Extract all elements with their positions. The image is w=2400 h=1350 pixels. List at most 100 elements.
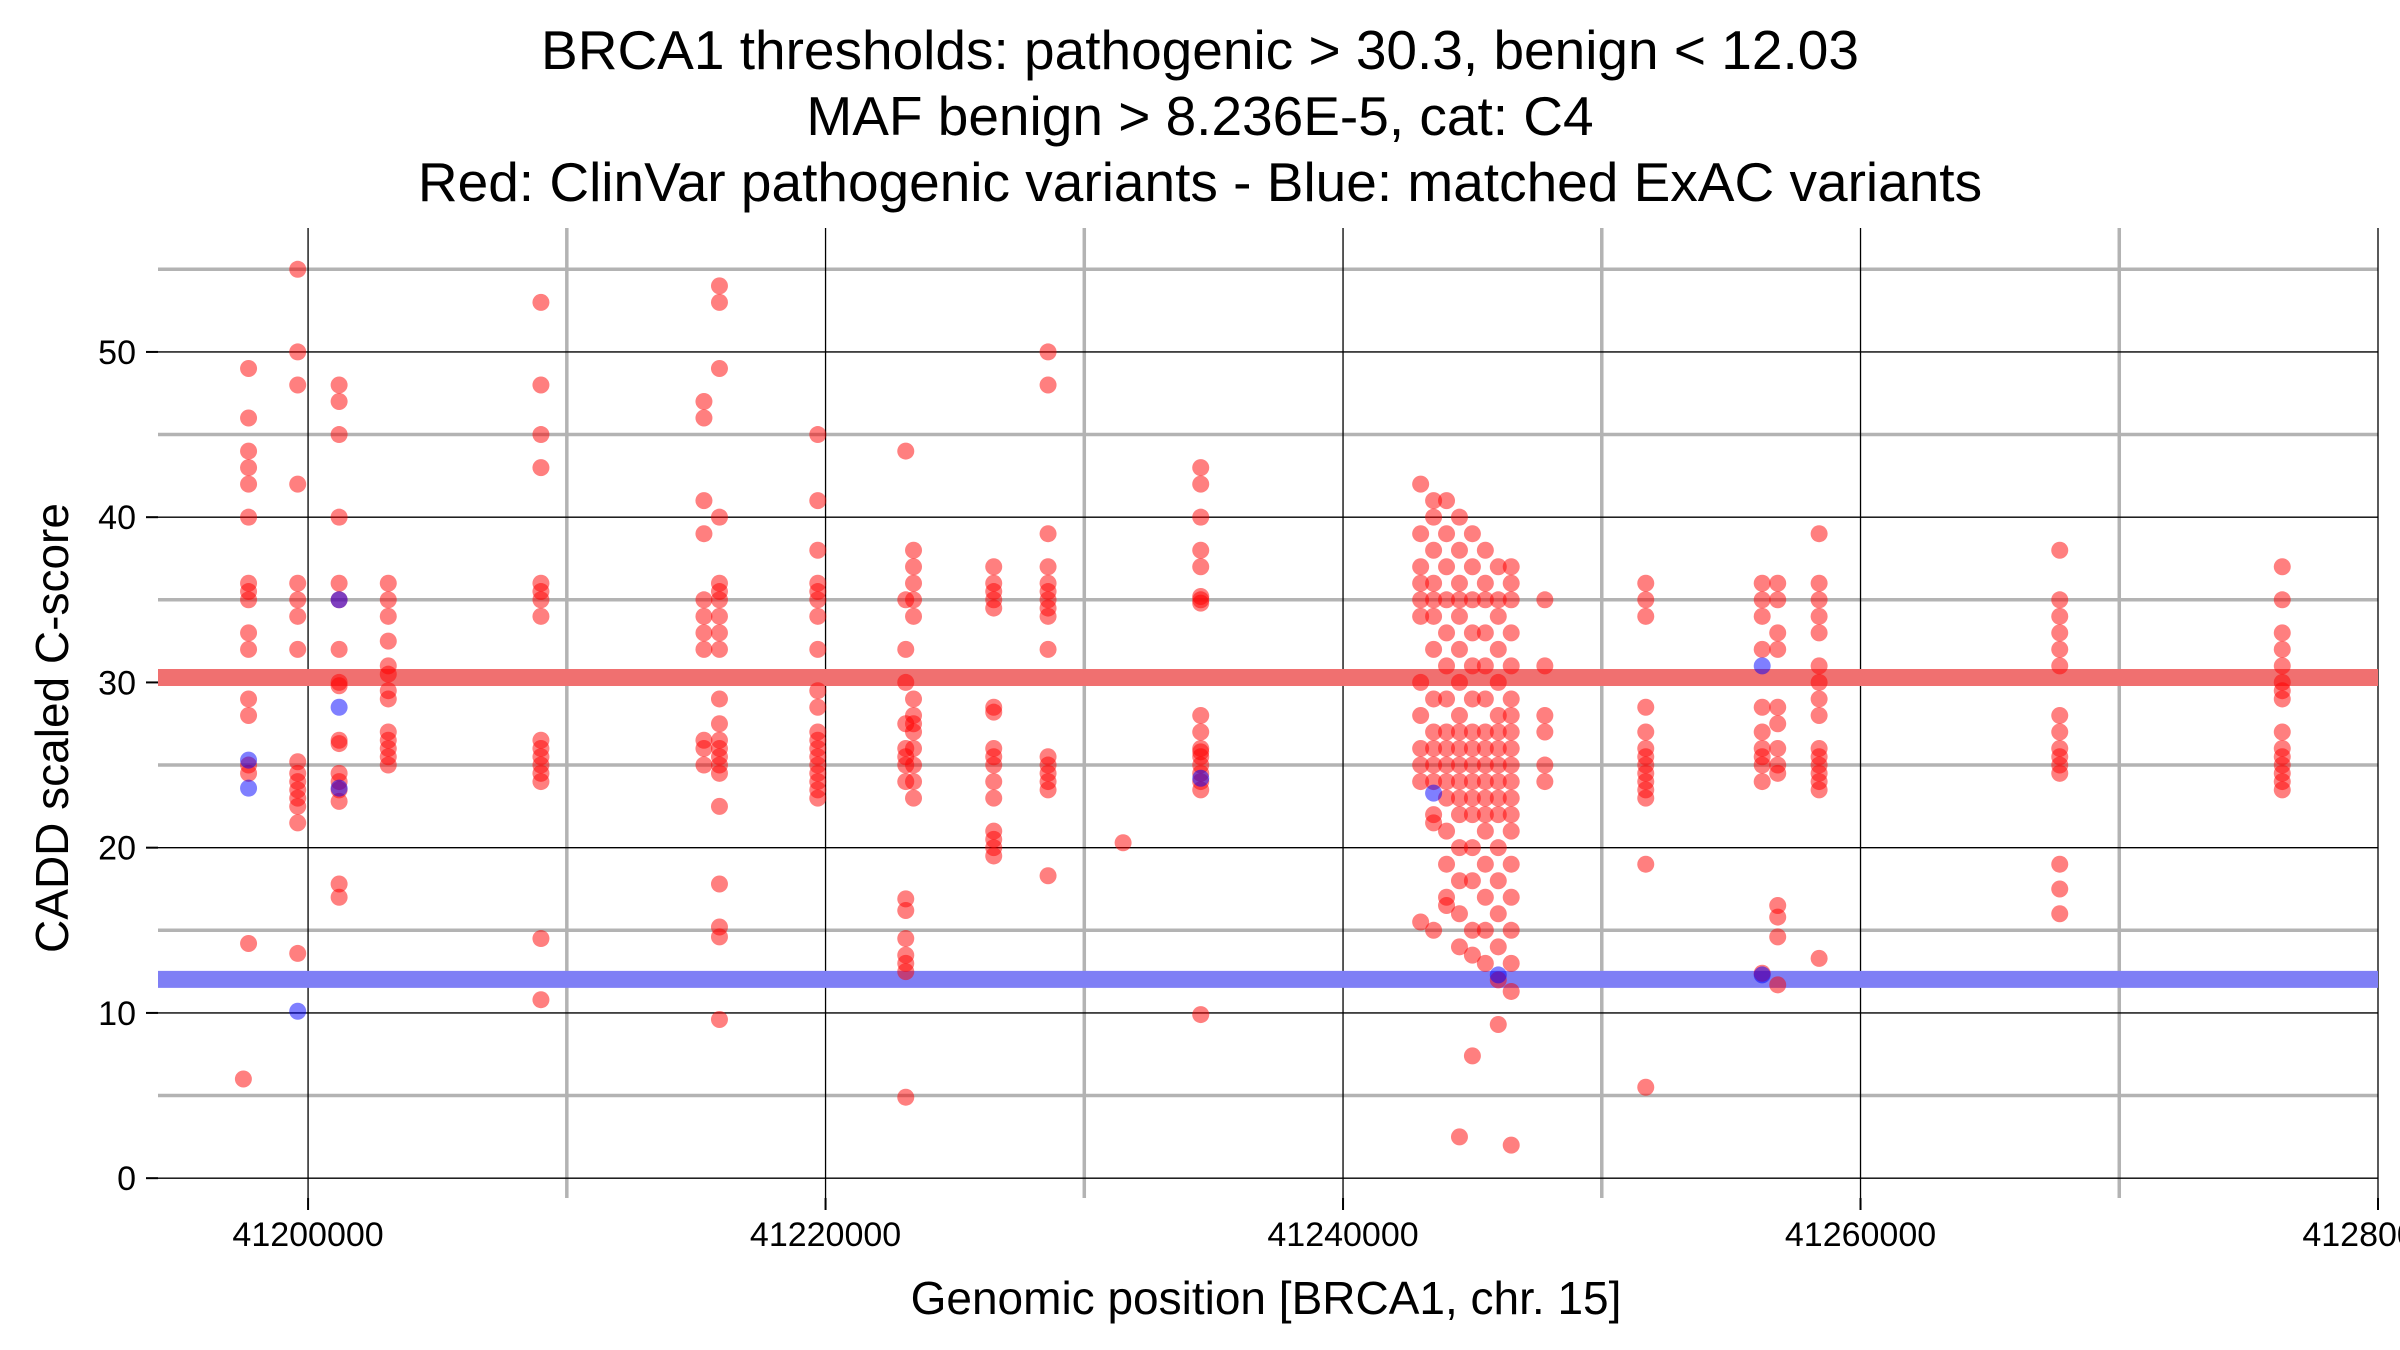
clinvar-point [1476, 624, 1494, 642]
clinvar-point [1450, 740, 1468, 758]
clinvar-point [1450, 640, 1468, 658]
clinvar-point [710, 277, 728, 295]
clinvar-point [2273, 591, 2291, 609]
clinvar-point [695, 591, 713, 609]
clinvar-point [2051, 723, 2069, 741]
clinvar-point [1039, 607, 1057, 625]
clinvar-point [1489, 789, 1507, 807]
clinvar-point [2273, 690, 2291, 708]
clinvar-point [897, 673, 915, 691]
clinvar-point [1412, 706, 1430, 724]
clinvar-point [1810, 949, 1828, 967]
clinvar-point [1412, 673, 1430, 691]
clinvar-point [1753, 640, 1771, 658]
clinvar-point [1502, 723, 1520, 741]
clinvar-point [1039, 867, 1057, 885]
clinvar-point [710, 797, 728, 815]
clinvar-point [1438, 740, 1456, 758]
clinvar-point [1438, 657, 1456, 675]
y-tick-label: 10 [98, 995, 136, 1033]
axes: 0 10 20 30 40 50 41200000 41220000 41240000 41260… [98, 334, 2400, 1254]
clinvar-point [1463, 558, 1481, 576]
clinvar-point [289, 475, 307, 493]
clinvar-point [1502, 574, 1520, 592]
clinvar-point [809, 789, 827, 807]
clinvar-point [289, 260, 307, 278]
clinvar-point [1463, 806, 1481, 824]
clinvar-point [710, 359, 728, 377]
clinvar-point [1489, 706, 1507, 724]
clinvar-point [1476, 574, 1494, 592]
clinvar-point [289, 797, 307, 815]
clinvar-point [1463, 1047, 1481, 1065]
clinvar-point [532, 376, 550, 394]
clinvar-point [1536, 773, 1554, 791]
clinvar-point [1502, 740, 1520, 758]
clinvar-point [1753, 591, 1771, 609]
clinvar-point [1039, 376, 1057, 394]
clinvar-point [330, 677, 348, 695]
clinvar-point [1489, 640, 1507, 658]
clinvar-point [1450, 938, 1468, 956]
clinvar-point [1502, 806, 1520, 824]
clinvar-point [1114, 834, 1132, 852]
chart-title-line-3: Red: ClinVar pathogenic variants - Blue:… [417, 151, 1983, 213]
major-gridlines [158, 228, 2379, 1198]
clinvar-point [1425, 541, 1443, 559]
clinvar-point [1502, 756, 1520, 774]
clinvar-point [1489, 740, 1507, 758]
threshold-lines [158, 668, 2378, 988]
clinvar-point [1637, 698, 1655, 716]
clinvar-point [710, 607, 728, 625]
clinvar-point [897, 930, 915, 948]
clinvar-point [1412, 574, 1430, 592]
clinvar-point [240, 508, 258, 526]
exac-point [330, 779, 348, 797]
clinvar-point [1489, 872, 1507, 890]
clinvar-point [1450, 1128, 1468, 1146]
clinvar-point [1412, 591, 1430, 609]
clinvar-point [905, 690, 923, 708]
clinvar-point [695, 607, 713, 625]
clinvar-point [1039, 343, 1057, 361]
clinvar-point [1489, 839, 1507, 857]
clinvar-point [1476, 789, 1494, 807]
clinvar-point [1450, 839, 1468, 857]
clinvar-point [1769, 764, 1787, 782]
clinvar-point [532, 293, 550, 311]
clinvar-point [1438, 558, 1456, 576]
clinvar-point [710, 875, 728, 893]
clinvar-point [1810, 525, 1828, 543]
exac-point [289, 1002, 307, 1020]
clinvar-point [1769, 574, 1787, 592]
clinvar-point [1753, 607, 1771, 625]
clinvar-point [240, 624, 258, 642]
clinvar-point [809, 682, 827, 700]
clinvar-point [1192, 541, 1210, 559]
clinvar-point [905, 740, 923, 758]
clinvar-point [1450, 756, 1468, 774]
clinvar-point [379, 574, 397, 592]
clinvar-point [1502, 706, 1520, 724]
clinvar-point [330, 508, 348, 526]
clinvar-point [1810, 673, 1828, 691]
clinvar-point [289, 574, 307, 592]
clinvar-point [1476, 773, 1494, 791]
clinvar-point [710, 764, 728, 782]
clinvar-point [1489, 905, 1507, 923]
clinvar-point [1450, 574, 1468, 592]
clinvar-point [1450, 508, 1468, 526]
clinvar-point [809, 640, 827, 658]
clinvar-point [1502, 558, 1520, 576]
clinvar-point [240, 935, 258, 953]
clinvar-point [710, 1011, 728, 1029]
y-tick-label: 50 [98, 334, 136, 372]
clinvar-point [1769, 976, 1787, 994]
clinvar-point [809, 698, 827, 716]
clinvar-point [1536, 723, 1554, 741]
clinvar-point [1502, 624, 1520, 642]
clinvar-point [1039, 640, 1057, 658]
clinvar-point [809, 492, 827, 510]
clinvar-point [240, 690, 258, 708]
clinvar-point [1412, 756, 1430, 774]
